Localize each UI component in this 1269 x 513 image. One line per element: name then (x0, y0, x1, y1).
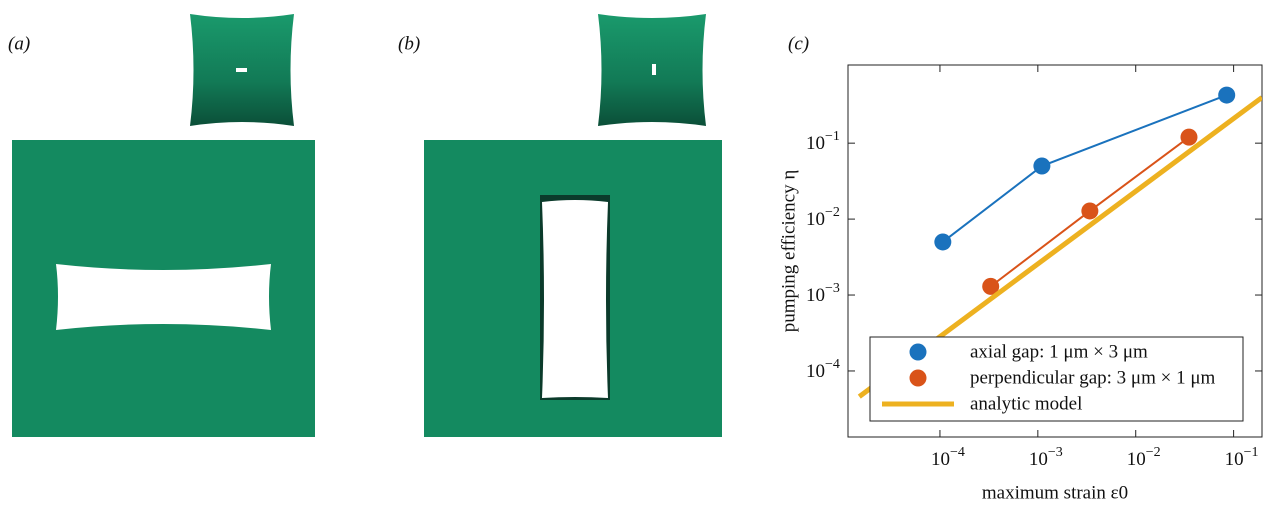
x-axis-label: maximum strain ε0 (982, 482, 1128, 503)
x-tick-label: 10−1 (1225, 445, 1259, 470)
gap (236, 68, 247, 72)
legend-label: axial gap: 1 μm × 3 μm (970, 341, 1148, 362)
gap (652, 64, 656, 75)
y-axis-label: pumping efficiency η (778, 170, 799, 333)
data-point (1081, 202, 1098, 219)
data-point (1033, 158, 1050, 175)
data-point (1218, 87, 1235, 104)
legend-swatch (910, 344, 927, 361)
gap (542, 200, 608, 398)
series-line (943, 95, 1227, 242)
x-tick-label: 10−3 (1029, 445, 1063, 470)
figure: (a) (b) (c) maximum strain ε0 pumping ef… (0, 0, 1269, 508)
y-tick-label: 10−1 (806, 129, 840, 154)
panel-label: (c) (788, 33, 809, 54)
data-point (1180, 129, 1197, 146)
legend-swatch (910, 370, 927, 387)
panel-label: (b) (398, 33, 420, 54)
y-tick-label: 10−2 (806, 205, 840, 230)
x-tick-label: 10−4 (931, 445, 965, 470)
legend-label: perpendicular gap: 3 μm × 1 μm (970, 367, 1216, 388)
data-point (934, 233, 951, 250)
gap (56, 264, 271, 330)
page: {"panels": [{"label": "(a)"}, {"label": … (0, 0, 1269, 513)
y-tick-label: 10−4 (806, 357, 840, 382)
panel-label: (a) (8, 33, 30, 54)
x-tick-label: 10−2 (1127, 445, 1161, 470)
legend-label: analytic model (970, 393, 1082, 414)
y-tick-label: 10−3 (806, 281, 840, 306)
